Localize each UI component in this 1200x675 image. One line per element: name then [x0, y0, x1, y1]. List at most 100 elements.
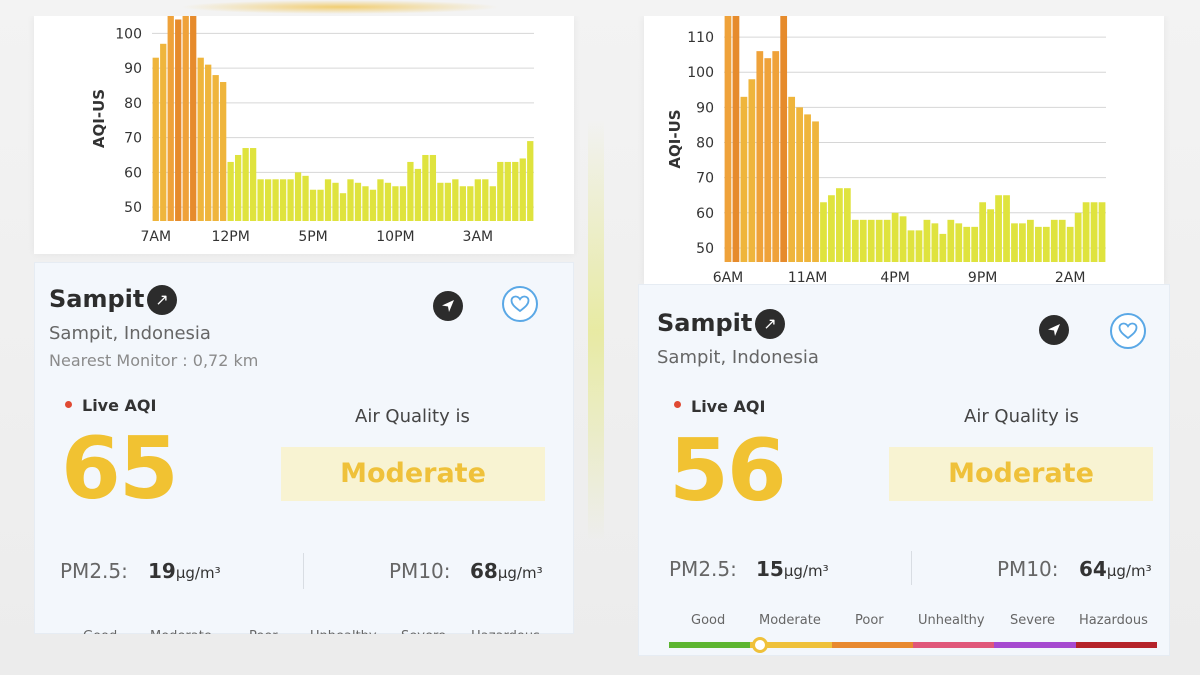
aqi-bar[interactable] — [780, 16, 788, 262]
aqi-bar[interactable] — [347, 179, 354, 221]
aqi-bar[interactable] — [422, 154, 429, 221]
aqi-bar[interactable] — [527, 141, 534, 221]
aqi-bar[interactable] — [249, 148, 257, 221]
aqi-bar[interactable] — [971, 226, 979, 262]
aqi-bar[interactable] — [279, 179, 287, 221]
aqi-bar[interactable] — [931, 223, 939, 262]
aqi-bar[interactable] — [437, 182, 444, 221]
aqi-bar[interactable] — [392, 186, 399, 221]
aqi-bar[interactable] — [915, 230, 923, 262]
aqi-bar[interactable] — [152, 57, 159, 221]
aqi-bar[interactable] — [836, 188, 843, 262]
aqi-bar[interactable] — [160, 43, 167, 222]
aqi-bar[interactable] — [740, 96, 748, 262]
aqi-bar[interactable] — [205, 64, 212, 221]
aqi-bar[interactable] — [796, 107, 803, 262]
aqi-bar[interactable] — [489, 186, 496, 221]
aqi-bar[interactable] — [843, 188, 851, 262]
aqi-bar[interactable] — [399, 186, 407, 221]
aqi-bar[interactable] — [1074, 212, 1082, 262]
aqi-bar[interactable] — [1042, 226, 1050, 262]
aqi-bar[interactable] — [339, 193, 347, 221]
aqi-bar[interactable] — [497, 161, 504, 221]
aqi-bar[interactable] — [1011, 223, 1018, 262]
aqi-bar[interactable] — [242, 148, 249, 221]
city-name[interactable]: Sampit — [49, 285, 145, 313]
aqi-bar[interactable] — [1082, 202, 1090, 262]
aqi-bar[interactable] — [324, 179, 332, 221]
aqi-bar[interactable] — [459, 186, 466, 221]
aqi-bar[interactable] — [257, 179, 264, 221]
aqi-bar[interactable] — [474, 179, 481, 221]
aqi-bar[interactable] — [234, 154, 242, 221]
aqi-bar[interactable] — [407, 161, 414, 221]
aqi-bar[interactable] — [1019, 223, 1026, 262]
aqi-bar[interactable] — [354, 182, 362, 221]
aqi-bar[interactable] — [302, 175, 309, 221]
aqi-bar[interactable] — [820, 202, 827, 262]
aqi-bar[interactable] — [512, 161, 519, 221]
aqi-bar[interactable] — [995, 195, 1002, 262]
aqi-bar[interactable] — [287, 179, 294, 221]
aqi-bar[interactable] — [1090, 202, 1098, 262]
aqi-bar[interactable] — [362, 186, 369, 221]
aqi-bar[interactable] — [867, 219, 875, 262]
aqi-bar[interactable] — [1034, 226, 1042, 262]
aqi-bar[interactable] — [272, 179, 279, 221]
aqi-bar[interactable] — [979, 202, 987, 262]
aqi-bar[interactable] — [504, 161, 511, 221]
aqi-bar[interactable] — [939, 233, 947, 262]
aqi-bar[interactable] — [414, 168, 422, 221]
aqi-bar[interactable] — [519, 158, 526, 221]
aqi-bar[interactable] — [167, 16, 174, 221]
aqi-bar[interactable] — [764, 58, 772, 262]
favorite-heart-icon[interactable] — [1110, 313, 1146, 349]
aqi-bar[interactable] — [947, 219, 955, 262]
aqi-bar[interactable] — [332, 182, 339, 221]
aqi-bar[interactable] — [1050, 219, 1058, 262]
aqi-bar[interactable] — [1066, 226, 1074, 262]
aqi-bar[interactable] — [891, 212, 899, 262]
city-name[interactable]: Sampit — [657, 309, 753, 337]
aqi-bar[interactable] — [220, 82, 227, 221]
aqi-bar[interactable] — [1003, 195, 1010, 262]
aqi-bar[interactable] — [182, 16, 189, 221]
aqi-bar[interactable] — [1098, 202, 1106, 262]
aqi-bar[interactable] — [369, 189, 377, 221]
open-external-icon[interactable]: ↗ — [755, 309, 785, 339]
aqi-bar[interactable] — [899, 216, 907, 262]
aqi-bar[interactable] — [828, 195, 835, 262]
aqi-bar[interactable] — [482, 179, 489, 221]
aqi-bar[interactable] — [1058, 219, 1066, 262]
navigate-icon[interactable] — [433, 291, 463, 321]
aqi-bar[interactable] — [175, 19, 182, 221]
aqi-bar[interactable] — [772, 51, 780, 263]
aqi-bar[interactable] — [212, 75, 219, 221]
aqi-bar[interactable] — [190, 16, 197, 221]
aqi-bar[interactable] — [197, 57, 204, 221]
aqi-bar[interactable] — [748, 79, 756, 262]
aqi-bar[interactable] — [317, 189, 324, 221]
aqi-bar[interactable] — [444, 182, 452, 221]
aqi-bar[interactable] — [294, 172, 302, 221]
aqi-bar[interactable] — [452, 179, 459, 221]
aqi-bar[interactable] — [788, 96, 796, 262]
aqi-bar[interactable] — [227, 161, 234, 221]
navigate-icon[interactable] — [1039, 315, 1069, 345]
aqi-bar[interactable] — [724, 16, 732, 262]
aqi-bar[interactable] — [923, 219, 931, 262]
aqi-bar[interactable] — [732, 16, 740, 262]
aqi-bar[interactable] — [429, 154, 437, 221]
aqi-bar[interactable] — [804, 114, 811, 263]
aqi-bar[interactable] — [264, 179, 272, 221]
aqi-bar[interactable] — [851, 219, 859, 262]
favorite-heart-icon[interactable] — [502, 286, 538, 322]
aqi-bar[interactable] — [955, 223, 963, 262]
aqi-bar[interactable] — [859, 219, 867, 262]
aqi-bar[interactable] — [377, 179, 384, 221]
aqi-bar[interactable] — [1027, 219, 1034, 262]
aqi-bar[interactable] — [987, 209, 994, 262]
aqi-bar[interactable] — [907, 230, 915, 262]
aqi-bar[interactable] — [467, 186, 474, 221]
aqi-bar[interactable] — [756, 51, 764, 263]
